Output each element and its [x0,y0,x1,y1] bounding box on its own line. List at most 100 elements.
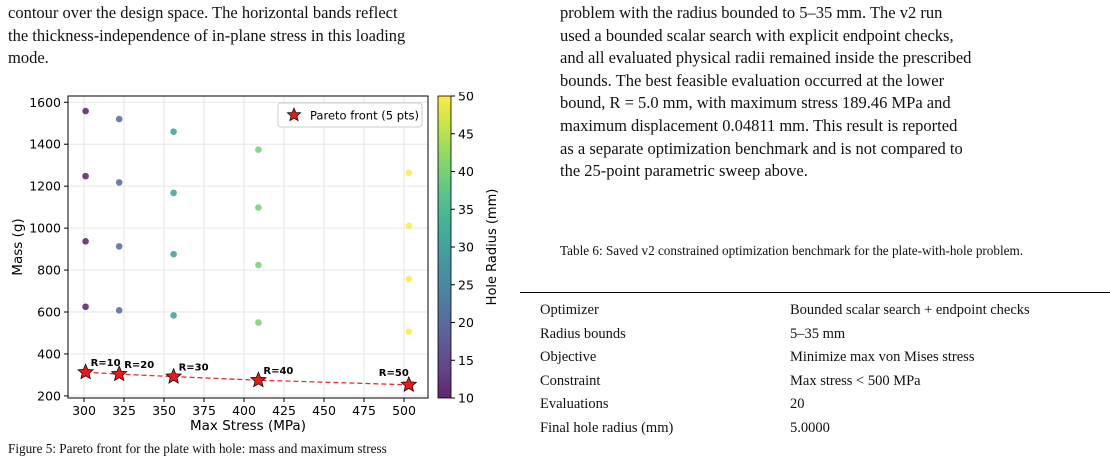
table-row: Evaluations 20 [520,393,1110,417]
plot-frame [67,95,429,399]
data-point [255,261,262,269]
text-line: mode. [8,48,49,68]
x-tick-label: 300 [72,403,96,418]
data-point [115,243,123,250]
y-tick-label: 1000 [29,221,61,236]
x-tick-label: 400 [232,403,256,418]
data-point [170,312,177,319]
data-point [82,107,89,115]
text-line: bounds. The best feasible evaluation occ… [560,70,945,90]
data-point [82,172,89,180]
table-row: Objective Minimize max von Mises stress [520,346,1110,370]
x-tick-label: 450 [312,403,336,418]
data-point [170,250,177,258]
row-label: Radius bounds [540,325,626,342]
y-tick-label: 600 [37,305,61,320]
legend-label: Pareto front (5 pts) [310,109,419,123]
body-text-right: problem with the radius bounded to 5–35 … [560,2,1100,183]
colorbar-tick-label: 50 [458,92,474,104]
pareto-point-label: R=50 [379,368,409,379]
y-tick-label: 1200 [29,179,61,194]
colorbar-tick-label: 20 [458,315,474,330]
row-label: Final hole radius (mm) [540,419,674,436]
table-row: Optimizer Bounded scalar search + endpoi… [520,292,1110,323]
data-point [405,328,413,336]
pareto-chart: 300 325 350 375 400 425 450 475 500 200 400 600 800 1… [10,92,500,434]
pareto-point-label: R=10 [91,358,121,369]
data-point [405,169,413,177]
x-axis-label: Max Stress (MPa) [190,418,306,434]
data-point [255,146,262,153]
x-tick-label: 500 [392,403,416,418]
x-tick-label: 325 [112,403,136,418]
table-row: Radius bounds 5–35 mm [520,323,1110,347]
x-tick-label: 475 [352,403,376,418]
x-tick-label: 375 [192,403,216,418]
table-row: Constraint Max stress < 500 MPa [520,370,1110,394]
x-tick-label: 425 [272,403,296,418]
pareto-star [400,375,418,392]
data-point [115,307,123,314]
pareto-star [165,367,183,384]
y-tick-label: 1600 [29,95,61,110]
colorbar-tick-label: 15 [458,353,474,368]
y-axis-label: Mass (g) [10,218,26,275]
row-label: Optimizer [540,302,599,319]
data-point [405,275,413,283]
data-point [170,128,177,135]
legend-box [277,102,423,128]
text-line: used a bounded scalar search with explic… [560,25,954,45]
y-tick-label: 200 [37,388,61,403]
text-line: the thickness-independence of in-plane s… [8,25,406,45]
row-value: Bounded scalar search + endpoint checks [790,302,1030,319]
text-line: problem with the radius bounded to 5–35 … [560,3,943,22]
y-tick-label: 1400 [29,137,61,152]
row-value: 20 [790,396,805,413]
colorbar-tick-label: 40 [458,164,474,179]
pareto-line [85,371,409,386]
pareto-point-label: R=40 [263,366,293,377]
row-value: Max stress < 500 MPa [790,372,921,389]
row-label: Objective [540,349,597,366]
colorbar-tick-label: 30 [458,240,474,255]
row-value: Minimize max von Mises stress [790,349,975,366]
colorbar-label: Hole Radius (mm) [485,189,500,306]
pareto-point-label: R=30 [179,363,209,374]
data-point [405,222,413,230]
data-point [82,303,89,311]
legend-star-icon [286,107,302,122]
benchmark-table: Optimizer Bounded scalar search + endpoi… [520,292,1110,440]
text-line: as a separate optimization benchmark and… [560,138,963,158]
colorbar [437,95,452,399]
pareto-star [110,365,128,382]
body-text-left: contour over the design space. The horiz… [8,2,548,70]
row-value: 5–35 mm [790,325,846,342]
pareto-point-label: R=20 [124,360,154,371]
y-tick-label: 800 [37,263,61,278]
colorbar-tick-label: 25 [458,277,474,292]
row-label: Constraint [540,372,601,389]
row-label: Evaluations [540,396,609,413]
data-point [82,238,89,245]
text-line: bound, R = 5.0 mm, with maximum stress 1… [560,93,951,113]
pareto-star [77,363,95,380]
text-line: maximum displacement 0.04811 mm. This re… [560,115,958,135]
text-line: contour over the design space. The horiz… [8,3,398,22]
colorbar-tick-label: 10 [458,391,474,406]
row-value: 5.0000 [790,419,830,436]
table-row: Final hole radius (mm) 5.0000 [520,417,1110,441]
data-point [255,319,262,326]
data-point [255,204,262,211]
text-line: the 25-point parametric sweep above. [560,161,808,181]
colorbar-tick-label: 35 [458,202,474,217]
data-point [115,115,123,123]
table-caption: Table 6: Saved v2 constrained optimizati… [560,243,1024,258]
pareto-star [249,371,267,388]
data-point [115,179,123,186]
y-tick-label: 400 [37,346,61,361]
colorbar-tick-label: 45 [458,126,474,141]
figure-caption: Figure 5: Pareto front for the plate wit… [8,441,387,456]
data-point [170,189,177,197]
text-line: and all evaluated physical radii remaine… [560,48,972,68]
x-tick-label: 350 [152,403,176,418]
